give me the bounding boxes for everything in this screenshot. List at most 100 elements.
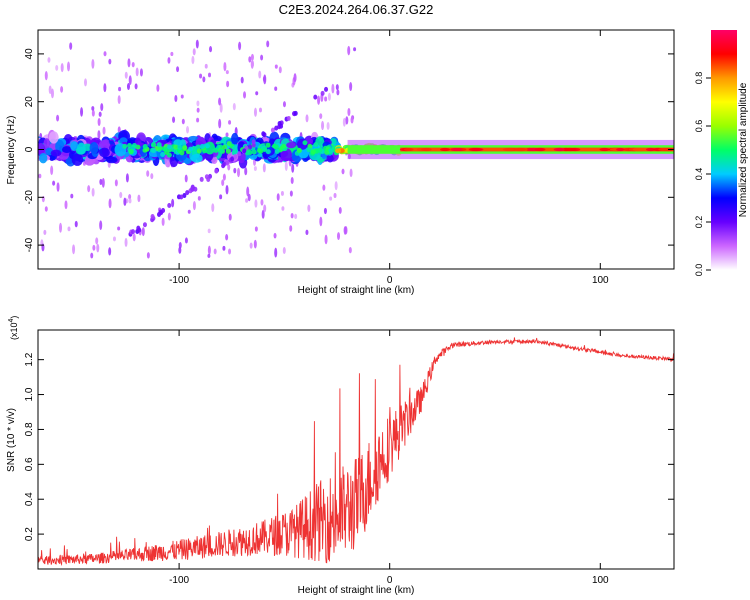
heatmap-cell [97, 117, 101, 127]
heatmap-cell [108, 198, 112, 209]
heatmap-cell [294, 213, 298, 220]
heatmap-cell [240, 76, 244, 84]
heatmap-cell [55, 64, 59, 71]
heatmap-cell [247, 193, 251, 202]
heatmap-cell [313, 94, 318, 100]
colorbar-label: Normalized spectral amplitude [738, 82, 749, 217]
heatmap-cell [225, 184, 229, 195]
heatmap-cell [170, 51, 174, 57]
heatmap-cell [225, 148, 231, 154]
heatmap-cell [180, 94, 184, 99]
heatmap-cell [166, 144, 172, 150]
heatmap-cell [281, 206, 285, 211]
heatmap-cell [296, 148, 302, 154]
heatmap-cell [179, 150, 185, 156]
heatmap-cell [242, 148, 247, 154]
heatmap-cell [117, 126, 121, 134]
heatmap-cell [128, 194, 132, 200]
heatmap-cell [89, 142, 99, 155]
heatmap-cell [274, 125, 279, 131]
heatmap-cell [347, 107, 351, 117]
heatmap-cell [43, 229, 47, 235]
heatmap-cell [146, 252, 150, 259]
heatmap-cell [326, 122, 330, 130]
heatmap-cell [77, 142, 86, 155]
heatmap-cell [323, 207, 327, 215]
heatmap-cell [123, 197, 127, 206]
heatmap-cell [248, 144, 253, 150]
heatmap-cell [233, 154, 238, 160]
y-tick-label: 0.4 [24, 492, 35, 506]
heatmap-cell [319, 113, 323, 119]
snr-x-label: Height of straight line (km) [298, 585, 415, 596]
heatmap-cell [141, 227, 145, 237]
colorbar: 0.0 0.2 0.4 0.6 0.8 Normalized spectral ampl… [694, 30, 749, 276]
heatmap-cell [196, 100, 200, 107]
heatmap-cell [196, 148, 202, 154]
heatmap-cell [167, 202, 172, 208]
heatmap-cell [124, 71, 128, 79]
heatmap-cell [160, 152, 166, 158]
heatmap-cell [176, 66, 180, 73]
heatmap-cell [555, 147, 565, 152]
y-tick-label: -20 [24, 190, 35, 205]
heatmap-cell [421, 147, 432, 152]
y-tick-label: 0.6 [24, 457, 35, 471]
heatmap-cell [317, 95, 321, 105]
heatmap-cell [151, 142, 157, 148]
heatmap-cell [187, 209, 191, 214]
heatmap-cell [196, 107, 200, 113]
heatmap-cell [231, 150, 237, 156]
heatmap-cell [334, 181, 338, 191]
heatmap-cell [254, 226, 258, 232]
heatmap-cell [286, 115, 291, 121]
heatmap-cell [70, 193, 74, 199]
heatmap-cell [91, 59, 95, 69]
heatmap-cell [196, 117, 200, 123]
heatmap-cell [310, 149, 316, 155]
heatmap-cell [250, 60, 254, 68]
snr-panel: -100 0 100 0.2 0.4 0.6 0.8 1.0 1.2 Height of st… [6, 316, 675, 596]
colorbar-tick-label: 0.8 [694, 72, 704, 85]
heatmap-cell [150, 214, 155, 220]
heatmap-cell [599, 147, 610, 152]
heatmap-cell [282, 246, 286, 254]
heatmap-cell [338, 206, 342, 214]
heatmap-cell [254, 199, 258, 208]
heatmap-cell [320, 90, 325, 96]
heatmap-cell [645, 147, 656, 152]
heatmap-cell [228, 213, 232, 221]
heatmap-cell [302, 140, 308, 146]
heatmap-cell [72, 244, 76, 255]
heatmap-cell [126, 83, 130, 91]
heatmap-cell [105, 156, 118, 164]
heatmap-cell [255, 91, 259, 96]
spectrogram-y-ticks: -40 -20 0 20 40 [24, 48, 674, 252]
heatmap-cell [207, 228, 211, 234]
heatmap-cell [70, 141, 79, 151]
heatmap-cell [251, 139, 256, 145]
heatmap-cell [173, 144, 179, 150]
heatmap-cell [326, 154, 334, 163]
heatmap-cell [260, 54, 264, 61]
heatmap-cell [122, 143, 128, 149]
snr-multiplier-exp: 4 [8, 318, 15, 322]
heatmap-cell [128, 75, 132, 86]
heatmap-cell [206, 176, 211, 182]
heatmap-cell [313, 142, 319, 148]
heatmap-cell [127, 58, 131, 68]
heatmap-cell [39, 152, 48, 164]
y-tick-label: 1.0 [24, 387, 35, 401]
spectrogram-panel: -100 0 100 -40 -20 0 20 40 Height of straight … [6, 29, 675, 296]
heatmap-cell [273, 232, 277, 239]
heatmap-cell [250, 53, 254, 61]
heatmap-cell [324, 86, 329, 92]
heatmap-cell [195, 144, 201, 150]
heatmap-cell [199, 143, 205, 149]
heatmap-cell [188, 146, 194, 152]
heatmap-cell [228, 248, 232, 255]
heatmap-cell [349, 168, 353, 178]
heatmap-cell [273, 144, 279, 150]
heatmap-cell [100, 103, 104, 112]
